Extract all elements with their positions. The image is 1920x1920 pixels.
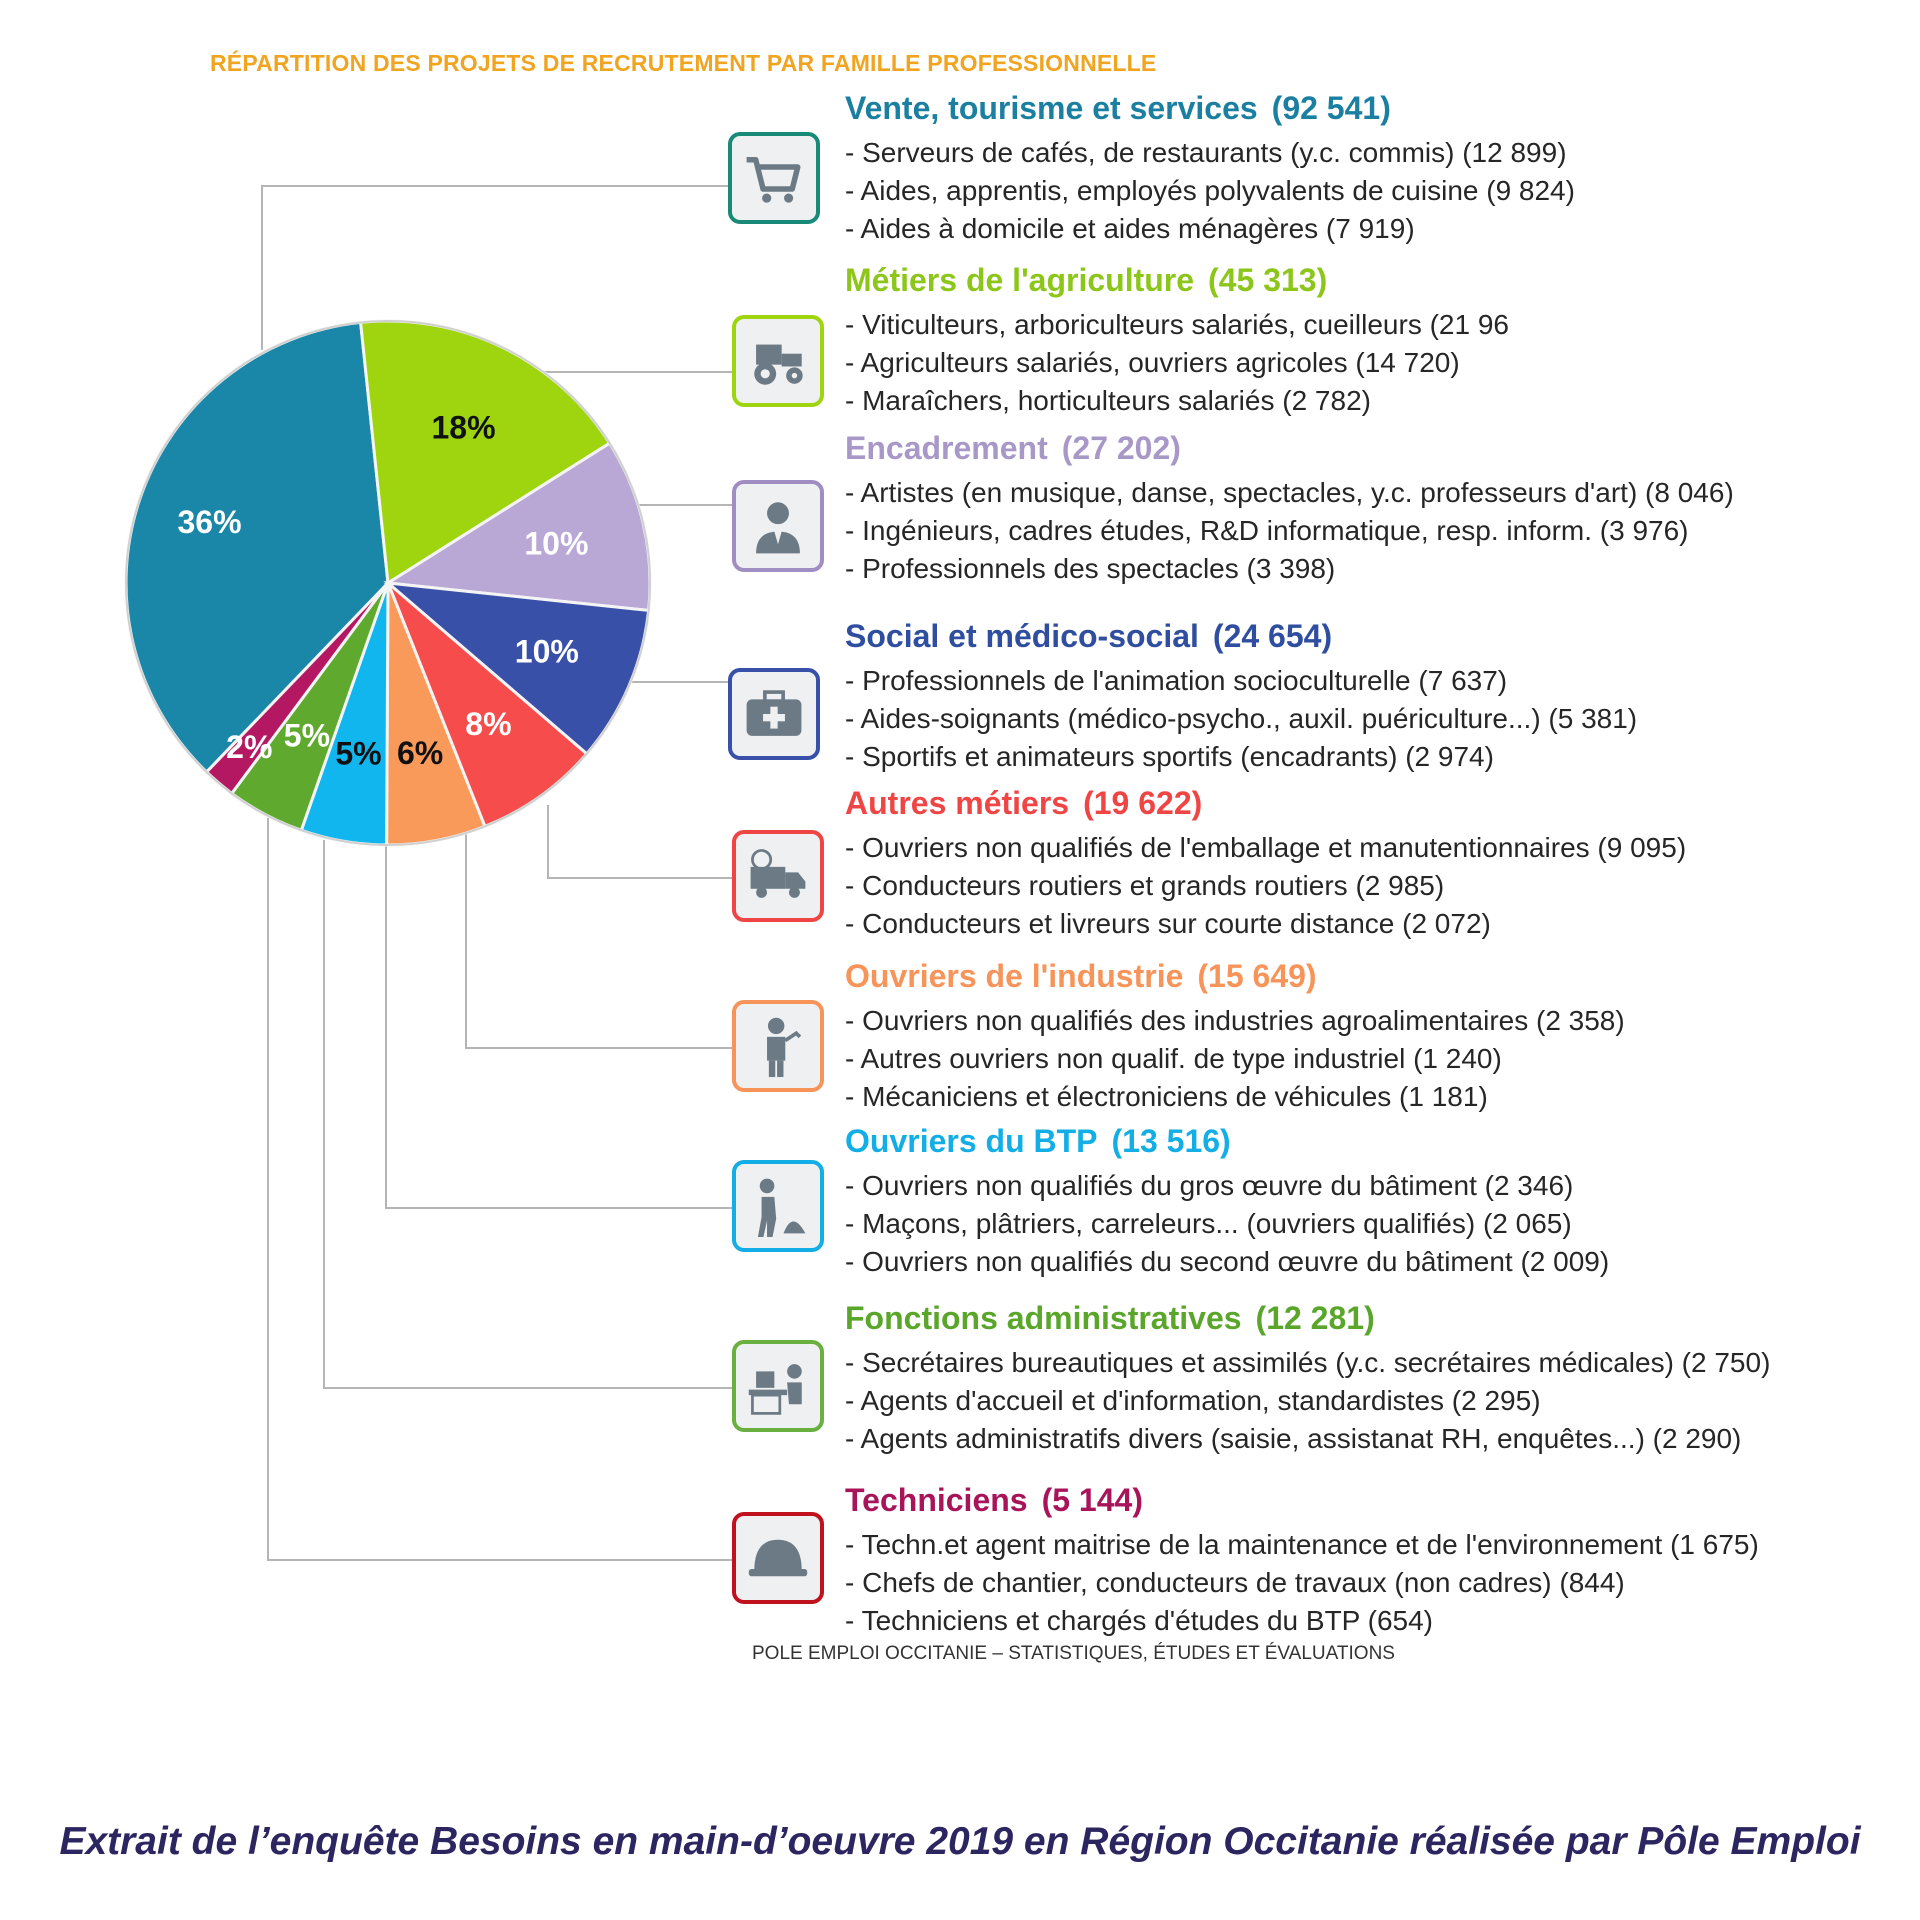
category-item: - Techn.et agent maitrise de la maintena… [845,1529,1759,1560]
category-item: - Maçons, plâtriers, carreleurs... (ouvr… [845,1208,1572,1239]
hard-hat-icon [732,1512,824,1604]
connector-line-7 [385,845,732,1209]
pie-label-5: 8% [465,706,511,742]
delivery-truck-icon [732,830,824,922]
category-items: - Serveurs de cafés, de restaurants (y.c… [845,134,1575,248]
category-name: Ouvriers du BTP [845,1123,1098,1159]
connector-line-1 [261,185,728,350]
office-worker-icon [732,1340,824,1432]
category-items: - Ouvriers non qualifiés de l'emballage … [845,829,1686,943]
pie-label-9: 2% [226,729,272,765]
category-name: Fonctions administratives [845,1300,1242,1336]
category-items: - Secrétaires bureautiques et assimilés … [845,1344,1770,1458]
category-item: - Ouvriers non qualifiés du gros œuvre d… [845,1170,1574,1201]
category-item: - Sportifs et animateurs sportifs (encad… [845,741,1494,772]
category-item: - Aides, apprentis, employés polyvalents… [845,175,1575,206]
category-name: Autres métiers [845,785,1070,821]
category-items: - Viticulteurs, arboriculteurs salariés,… [845,306,1509,420]
pie-label-1: 36% [177,504,241,540]
pie-label-3: 10% [524,526,588,562]
medical-kit-icon [728,668,820,760]
category-item: - Professionnels de l'animation sociocul… [845,665,1508,696]
category-name: Métiers de l'agriculture [845,262,1195,298]
connector-line-6 [465,830,732,1049]
category-item: - Chefs de chantier, conducteurs de trav… [845,1567,1625,1598]
category-count: (92 541) [1271,90,1391,126]
category-item: - Autres ouvriers non qualif. de type in… [845,1043,1502,1074]
category-name: Ouvriers de l'industrie [845,958,1184,994]
connector-line-9 [267,818,732,1561]
construction-worker-icon [732,1160,824,1252]
category-items: - Professionnels de l'animation sociocul… [845,662,1637,776]
category-items: - Artistes (en musique, danse, spectacle… [845,474,1734,588]
pie-label-8: 5% [284,718,330,754]
category-heading: Ouvriers du BTP (13 516) [845,1123,1231,1160]
pie-labels: 36%18%10%10%8%6%5%5%2% [177,409,588,771]
category-item: - Agents administratifs divers (saisie, … [845,1423,1742,1454]
welder-icon [732,1000,824,1092]
category-name: Encadrement [845,430,1048,466]
category-heading: Fonctions administratives (12 281) [845,1300,1375,1337]
source-note: POLE EMPLOI OCCITANIE – STATISTIQUES, ÉT… [752,1643,1395,1664]
category-heading: Techniciens (5 144) [845,1482,1143,1519]
category-item: - Conducteurs routiers et grands routier… [845,870,1445,901]
category-item: - Professionnels des spectacles (3 398) [845,553,1336,584]
manager-icon [732,480,824,572]
pie-label-4: 10% [515,634,579,670]
pie-label-6: 6% [397,735,443,771]
category-name: Vente, tourisme et services [845,90,1258,126]
pie-label-2: 18% [431,409,495,445]
category-item: - Ouvriers non qualifiés du second œuvre… [845,1246,1610,1277]
pie-slices [124,319,652,847]
category-item: - Aides-soignants (médico-psycho., auxil… [845,703,1638,734]
category-item: - Aides à domicile et aides ménagères (7… [845,213,1415,244]
category-items: - Ouvriers non qualifiés des industries … [845,1002,1625,1116]
category-count: (19 622) [1083,785,1203,821]
chart-title: RÉPARTITION DES PROJETS DE RECRUTEMENT P… [210,50,1157,76]
category-item: - Artistes (en musique, danse, spectacle… [845,477,1734,508]
category-item: - Conducteurs et livreurs sur courte dis… [845,908,1491,939]
category-items: - Techn.et agent maitrise de la maintena… [845,1526,1759,1640]
category-name: Techniciens [845,1482,1028,1518]
category-count: (5 144) [1041,1482,1143,1518]
category-item: - Techniciens et chargés d'études du BTP… [845,1605,1433,1636]
category-heading: Métiers de l'agriculture (45 313) [845,262,1327,299]
category-count: (45 313) [1208,262,1328,298]
shopping-cart-icon [728,132,820,224]
category-heading: Autres métiers (19 622) [845,785,1202,822]
category-count: (15 649) [1197,958,1317,994]
category-heading: Social et médico-social (24 654) [845,618,1332,655]
category-heading: Ouvriers de l'industrie (15 649) [845,958,1317,995]
category-item: - Mécaniciens et électroniciens de véhic… [845,1081,1488,1112]
connector-line-5 [547,805,732,879]
category-item: - Ouvriers non qualifiés des industries … [845,1005,1625,1036]
category-name: Social et médico-social [845,618,1199,654]
category-count: (13 516) [1111,1123,1231,1159]
category-heading: Encadrement (27 202) [845,430,1181,467]
category-item: - Ouvriers non qualifiés de l'emballage … [845,832,1687,863]
pie-label-7: 5% [335,735,381,771]
category-item: - Agriculteurs salariés, ouvriers agrico… [845,347,1460,378]
footer-caption: Extrait de l’enquête Besoins en main-d’o… [59,1820,1861,1863]
category-count: (12 281) [1255,1300,1375,1336]
category-items: - Ouvriers non qualifiés du gros œuvre d… [845,1167,1609,1281]
category-item: - Viticulteurs, arboriculteurs salariés,… [845,309,1509,340]
category-item: - Ingénieurs, cadres études, R&D informa… [845,515,1689,546]
category-heading: Vente, tourisme et services (92 541) [845,90,1391,127]
category-item: - Maraîchers, horticulteurs salariés (2 … [845,385,1371,416]
category-item: - Secrétaires bureautiques et assimilés … [845,1347,1771,1378]
category-item: - Agents d'accueil et d'information, sta… [845,1385,1541,1416]
pie-outline [125,320,651,846]
category-count: (24 654) [1212,618,1333,654]
connector-line-8 [323,840,732,1389]
category-count: (27 202) [1061,430,1181,466]
category-item: - Serveurs de cafés, de restaurants (y.c… [845,137,1567,168]
tractor-icon [732,315,824,407]
